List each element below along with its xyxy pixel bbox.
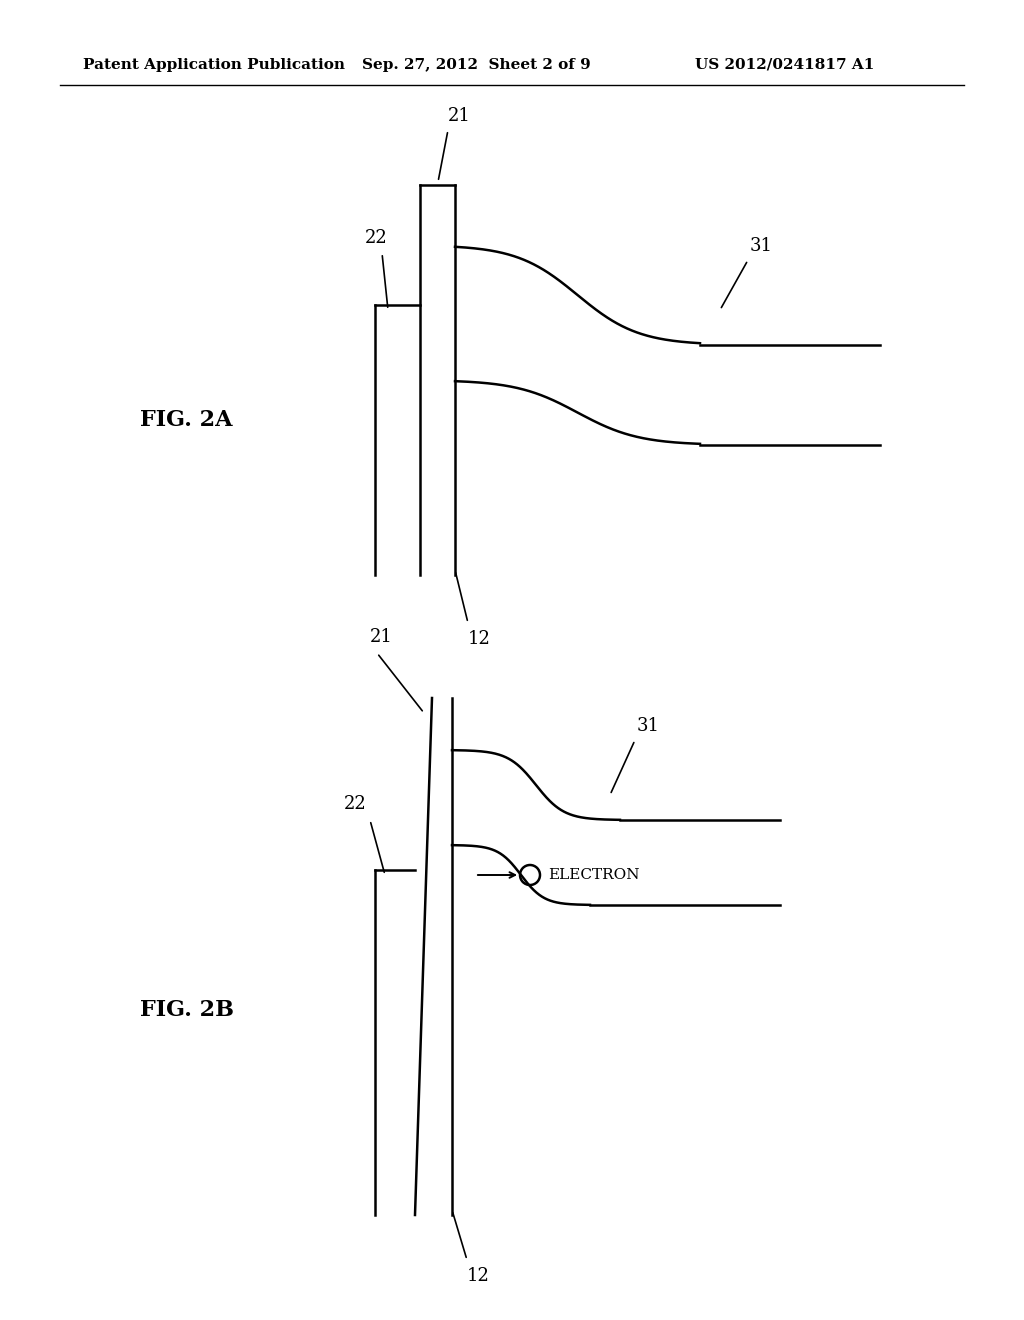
Text: US 2012/0241817 A1: US 2012/0241817 A1 — [695, 58, 874, 73]
Text: FIG. 2A: FIG. 2A — [140, 409, 232, 432]
Text: ELECTRON: ELECTRON — [548, 869, 640, 882]
Text: 31: 31 — [637, 717, 660, 735]
Text: Sep. 27, 2012  Sheet 2 of 9: Sep. 27, 2012 Sheet 2 of 9 — [362, 58, 591, 73]
Text: 12: 12 — [467, 1267, 489, 1284]
Text: 22: 22 — [344, 795, 367, 813]
Text: 21: 21 — [370, 628, 393, 645]
Text: 31: 31 — [750, 238, 773, 255]
Text: Patent Application Publication: Patent Application Publication — [83, 58, 345, 73]
Text: 22: 22 — [365, 228, 388, 247]
Text: 21: 21 — [449, 107, 471, 125]
Text: 12: 12 — [468, 630, 490, 648]
Text: FIG. 2B: FIG. 2B — [140, 999, 234, 1020]
